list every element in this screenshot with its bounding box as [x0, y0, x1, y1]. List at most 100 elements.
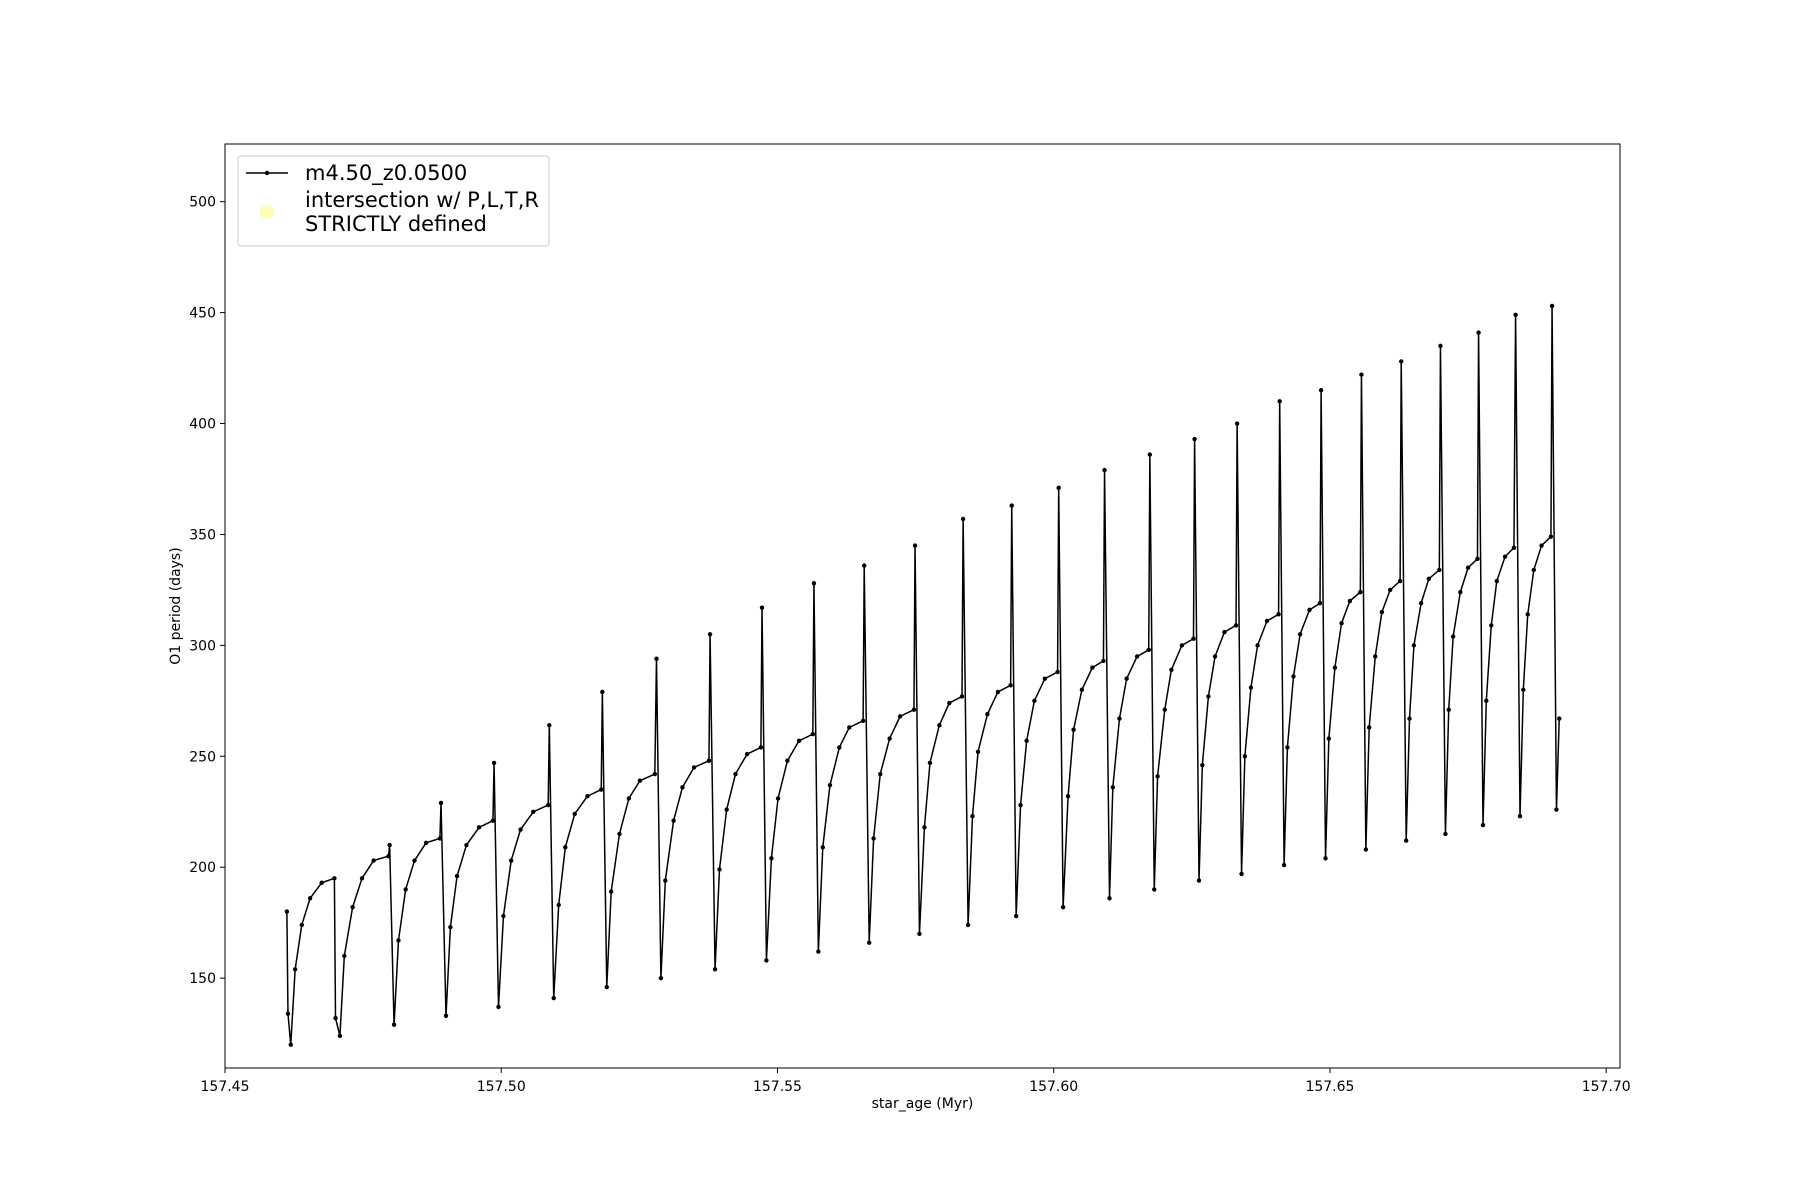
- marker: [1079, 687, 1085, 692]
- x-tick-label: 157.50: [477, 1079, 526, 1095]
- marker: [1387, 587, 1393, 593]
- marker: [1212, 654, 1218, 659]
- marker: [604, 984, 609, 990]
- marker: [937, 723, 942, 728]
- marker: [911, 707, 917, 712]
- marker: [396, 938, 401, 943]
- legend-label: intersection w/ P,L,T,R STRICTLY defined: [305, 188, 539, 236]
- marker: [608, 889, 614, 894]
- marker: [744, 751, 750, 757]
- marker: [724, 807, 729, 812]
- marker: [637, 778, 643, 783]
- marker: [1494, 578, 1499, 584]
- marker: [733, 771, 738, 777]
- marker: [878, 771, 883, 777]
- marker: [965, 922, 971, 928]
- marker: [691, 765, 697, 770]
- marker: [860, 718, 866, 724]
- marker: [1554, 807, 1559, 812]
- marker: [717, 867, 722, 872]
- y-tick-label: 500: [189, 195, 216, 211]
- marker: [1179, 643, 1185, 648]
- marker: [547, 723, 552, 728]
- marker: [1450, 634, 1456, 639]
- marker: [350, 904, 355, 910]
- marker: [1437, 567, 1442, 573]
- marker: [1152, 887, 1157, 892]
- marker: [1379, 609, 1385, 615]
- marker: [1465, 565, 1471, 570]
- marker: [1276, 612, 1281, 617]
- marker: [1363, 847, 1369, 852]
- marker: [333, 1015, 338, 1021]
- marker: [917, 931, 922, 936]
- marker: [1373, 654, 1378, 659]
- marker: [1339, 620, 1344, 626]
- marker: [600, 689, 605, 695]
- marker: [1307, 607, 1312, 613]
- marker: [1101, 658, 1106, 664]
- marker: [1297, 632, 1303, 637]
- marker: [626, 796, 632, 801]
- marker: [551, 995, 556, 1001]
- marker: [1056, 485, 1061, 491]
- legend-marker: [260, 205, 274, 219]
- marker: [758, 745, 764, 750]
- marker: [556, 902, 561, 908]
- marker: [337, 1033, 343, 1039]
- x-tick-label: 157.70: [1582, 1079, 1631, 1095]
- marker: [759, 605, 765, 610]
- marker: [299, 922, 304, 928]
- marker: [1239, 871, 1244, 877]
- marker: [412, 858, 417, 863]
- marker: [1531, 567, 1537, 573]
- marker: [476, 825, 482, 830]
- y-tick-label: 150: [189, 971, 216, 987]
- marker: [827, 782, 833, 788]
- marker: [332, 876, 337, 881]
- marker: [1326, 736, 1332, 741]
- marker: [1042, 676, 1048, 681]
- marker: [887, 736, 892, 741]
- marker: [1489, 623, 1494, 628]
- marker: [816, 949, 821, 954]
- marker: [1110, 785, 1116, 790]
- marker: [391, 1022, 397, 1027]
- marker: [1323, 856, 1328, 861]
- marker: [764, 958, 769, 963]
- marker: [769, 856, 774, 861]
- marker: [866, 940, 872, 945]
- y-tick-label: 350: [189, 527, 216, 543]
- marker: [1480, 822, 1486, 828]
- x-axis-label: star_age (Myr): [872, 1096, 974, 1112]
- y-tick-label: 250: [189, 749, 216, 765]
- marker: [947, 700, 952, 706]
- marker: [671, 818, 676, 823]
- marker: [491, 760, 497, 766]
- marker: [970, 814, 975, 819]
- marker: [847, 725, 852, 730]
- plot-frame: [224, 143, 1621, 1069]
- marker: [1192, 436, 1197, 442]
- marker: [1521, 687, 1526, 692]
- marker: [1032, 698, 1037, 704]
- marker: [490, 818, 496, 823]
- marker: [837, 745, 842, 750]
- marker: [563, 845, 568, 850]
- marker: [1443, 831, 1448, 837]
- marker: [680, 785, 685, 790]
- marker: [342, 953, 347, 959]
- marker: [359, 876, 365, 881]
- marker: [585, 794, 590, 799]
- marker: [862, 563, 867, 568]
- marker: [1285, 745, 1290, 750]
- marker: [1476, 330, 1481, 335]
- marker: [454, 873, 460, 879]
- marker: [712, 967, 718, 972]
- marker: [1200, 762, 1205, 768]
- marker: [1147, 452, 1153, 457]
- marker: [1008, 683, 1013, 688]
- marker: [995, 689, 1001, 695]
- marker: [1134, 654, 1140, 659]
